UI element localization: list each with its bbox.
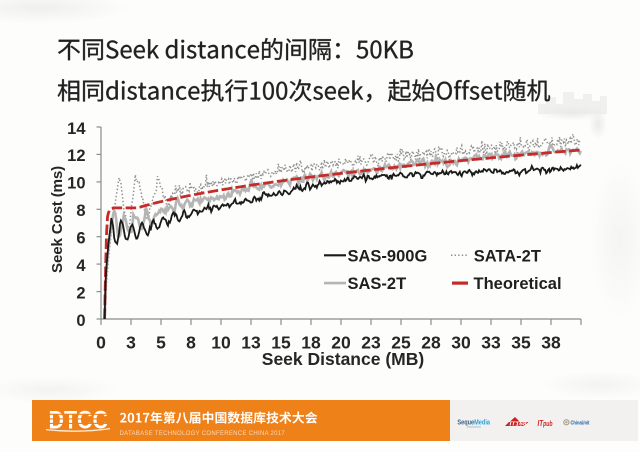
svg-text:ChinaUnit: ChinaUnit <box>571 421 590 427</box>
svg-text:8: 8 <box>76 202 85 220</box>
svg-text:33: 33 <box>481 333 501 353</box>
svg-text:SAS-2T: SAS-2T <box>348 275 407 293</box>
svg-text:10: 10 <box>211 333 231 353</box>
svg-text:ITpub: ITpub <box>538 418 554 428</box>
svg-text:IT168: IT168 <box>510 422 528 428</box>
svg-text:18: 18 <box>301 333 321 353</box>
svg-text:12: 12 <box>67 147 85 165</box>
svg-text:10: 10 <box>67 175 85 193</box>
svg-text:35: 35 <box>511 333 531 353</box>
svg-text:SATA-2T: SATA-2T <box>474 247 541 265</box>
svg-text:30: 30 <box>451 333 471 353</box>
svg-text:6: 6 <box>76 230 85 248</box>
svg-text:15: 15 <box>271 333 291 353</box>
svg-text:20: 20 <box>331 333 351 353</box>
svg-text:14: 14 <box>67 120 86 138</box>
svg-text:23: 23 <box>361 333 381 353</box>
svg-text:5: 5 <box>156 333 166 353</box>
svg-text:13: 13 <box>241 333 261 353</box>
svg-text:SAS-900G: SAS-900G <box>348 247 428 265</box>
svg-text:SequeMedia: SequeMedia <box>457 419 490 426</box>
svg-text:8: 8 <box>186 333 196 353</box>
svg-text:2: 2 <box>76 284 85 302</box>
svg-text:38: 38 <box>541 333 561 353</box>
svg-text:Theoretical: Theoretical <box>474 275 562 293</box>
svg-text:3: 3 <box>126 333 136 353</box>
svg-text:0: 0 <box>96 333 106 353</box>
svg-text:25: 25 <box>391 333 411 353</box>
svg-text:DATABASE TECHNOLOGY CONFERENCE: DATABASE TECHNOLOGY CONFERENCE CHINA 201… <box>120 431 286 437</box>
svg-text:0: 0 <box>76 312 85 330</box>
svg-text:Seek Cost (ms): Seek Cost (ms) <box>49 166 66 273</box>
svg-text:4: 4 <box>76 257 86 275</box>
svg-text:28: 28 <box>421 333 441 353</box>
svg-text:Seek Distance (MB): Seek Distance (MB) <box>262 349 424 369</box>
